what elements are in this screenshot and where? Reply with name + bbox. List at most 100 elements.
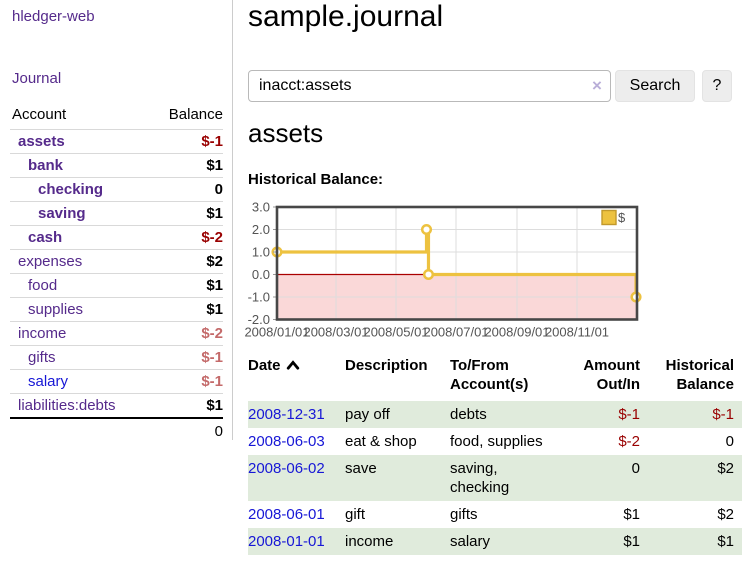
sidebar-divider [232, 0, 233, 440]
search-button[interactable]: Search [615, 70, 695, 102]
sidebar-account-row: bank $1 [10, 153, 223, 178]
register-description-cell: income [345, 533, 394, 550]
register-amount-cell: $-2 [618, 433, 640, 450]
register-row: 2008-12-31 pay off debts $-1 $-1 [248, 401, 742, 428]
register-header-description: Description [345, 357, 428, 374]
sidebar-account-row: cash $-2 [10, 225, 223, 250]
page-title: sample.journal [248, 0, 444, 33]
sidebar-account-assets[interactable]: assets [18, 133, 65, 150]
chart-ytick-label: 3.0 [252, 200, 270, 215]
register-row: 2008-06-03 eat & shop food, supplies $-2 0 [248, 428, 742, 455]
sidebar-account-balance: $1 [148, 153, 223, 178]
sidebar-account-salary[interactable]: salary [28, 373, 69, 390]
sidebar-account-balance: $-1 [148, 369, 223, 394]
sidebar-account-balance: $-1 [148, 345, 223, 370]
sidebar-account-bank[interactable]: bank [28, 157, 64, 174]
sidebar-account-income[interactable]: income [18, 325, 67, 342]
chart-xtick-label: 2008/11/01 [545, 325, 609, 340]
sidebar-accounts-header: Account Balance [10, 103, 223, 130]
sidebar-account-balance: $-2 [148, 225, 223, 250]
register-row: 2008-06-02 save saving, checking 0 $2 [248, 455, 742, 501]
register-balance-cell: 0 [725, 433, 734, 450]
chart-xtick-label: 2008/07/01 [423, 325, 488, 340]
register-row: 2008-01-01 income salary $1 $1 [248, 528, 742, 555]
register-amount-cell: $-1 [618, 406, 640, 423]
register-header-date[interactable]: Date [248, 354, 345, 401]
sidebar-total-balance: 0 [10, 417, 223, 444]
sidebar-item-journal[interactable]: Journal [12, 70, 62, 87]
chart-legend-label: $ [618, 210, 626, 225]
sidebar-account-balance: 0 [148, 177, 223, 202]
register-description-cell: gift [345, 506, 366, 523]
chart-xtick-label: 2008/01/01 [244, 325, 309, 340]
register-row: 2008-06-01 gift gifts $1 $2 [248, 501, 742, 528]
register-date-cell: 2008-06-02 [248, 455, 345, 501]
sidebar-account-balance: $-2 [148, 321, 223, 346]
sidebar-account-gifts[interactable]: gifts [28, 349, 56, 366]
app-brand-link[interactable]: hledger-web [12, 8, 95, 25]
register-amount-cell: 0 [631, 460, 640, 477]
help-button[interactable]: ? [702, 70, 732, 102]
sidebar-account-row: supplies $1 [10, 297, 223, 322]
account-page-title: assets [248, 118, 324, 148]
sidebar-account-food[interactable]: food [28, 277, 58, 294]
clear-search-icon[interactable]: × [592, 76, 602, 95]
register-balance-cell: $1 [717, 533, 734, 550]
sidebar-account-balance: $1 [148, 201, 223, 226]
transaction-date-link[interactable]: 2008-06-02 [248, 460, 325, 477]
register-date-cell: 2008-06-03 [248, 428, 345, 455]
register-amount-cell: $1 [623, 533, 640, 550]
register-description-cell: pay off [345, 406, 390, 423]
chart-ytick-label: -1.0 [248, 290, 270, 305]
chart-ytick-label: 1.0 [252, 245, 270, 260]
register-balance-cell: $2 [717, 506, 734, 523]
register-date-cell: 2008-06-01 [248, 501, 345, 528]
register-header-amount: Amount Out/In [583, 357, 640, 393]
sidebar-account-checking[interactable]: checking [38, 181, 104, 198]
transaction-date-link[interactable]: 2008-12-31 [248, 406, 325, 423]
chart-legend-swatch [601, 209, 617, 226]
chart-heading: Historical Balance: [248, 171, 384, 188]
search-input[interactable] [248, 70, 611, 102]
historical-balance-chart: 3.0 2.0 1.0 0.0 -1.0 -2.02008/01/012008/03/01… [244, 200, 642, 340]
chart-data-point [422, 268, 435, 281]
register-description-cell: eat & shop [345, 433, 417, 450]
register-header-balance: Historical Balance [665, 357, 734, 393]
register-table: Date Description To/From Account(s) Amou… [248, 354, 742, 555]
register-accounts-cell: saving, checking [450, 460, 510, 496]
register-date-cell: 2008-01-01 [248, 528, 345, 555]
sidebar-account-liabilities-debts[interactable]: liabilities:debts [18, 397, 116, 414]
register-accounts-cell: food, supplies [450, 433, 543, 450]
sidebar-account-saving[interactable]: saving [38, 205, 86, 222]
sidebar-accounts-table: Account Balance assets $-1 bank $1 checking 0… [10, 103, 223, 444]
chart-data-point [420, 223, 433, 236]
chart-ytick-label: 2.0 [252, 222, 270, 237]
sidebar-account-supplies[interactable]: supplies [28, 301, 84, 318]
sidebar-account-row: checking 0 [10, 177, 223, 202]
sidebar-account-balance: $2 [148, 249, 223, 274]
chart-ytick-label: 0.0 [252, 267, 270, 282]
sidebar-account-balance: $1 [148, 297, 223, 322]
register-header-row: Date Description To/From Account(s) Amou… [248, 354, 742, 401]
chart-ytick-label: -2.0 [248, 312, 270, 327]
sort-ascending-icon [286, 360, 299, 370]
sidebar-account-cash[interactable]: cash [28, 229, 63, 246]
sidebar-header-account: Account [12, 106, 67, 123]
sidebar-account-row: food $1 [10, 273, 223, 298]
sidebar-account-balance: $-1 [148, 129, 223, 154]
transaction-date-link[interactable]: 2008-01-01 [248, 533, 325, 550]
register-header-accounts: To/From Account(s) [450, 357, 529, 393]
transaction-date-link[interactable]: 2008-06-03 [248, 433, 325, 450]
sidebar-account-row: liabilities:debts $1 [10, 393, 223, 418]
register-description-cell: save [345, 460, 377, 477]
sidebar-account-balance: $1 [148, 273, 223, 298]
register-accounts-cell: gifts [450, 506, 478, 523]
register-balance-cell: $-1 [712, 406, 734, 423]
sidebar-account-expenses[interactable]: expenses [18, 253, 83, 270]
chart-xtick-label: 2008/03/01 [303, 325, 368, 340]
sidebar-header-balance: Balance [168, 106, 223, 123]
register-accounts-cell: debts [450, 406, 487, 423]
register-date-cell: 2008-12-31 [248, 401, 345, 428]
transaction-date-link[interactable]: 2008-06-01 [248, 506, 325, 523]
register-amount-cell: $1 [623, 506, 640, 523]
